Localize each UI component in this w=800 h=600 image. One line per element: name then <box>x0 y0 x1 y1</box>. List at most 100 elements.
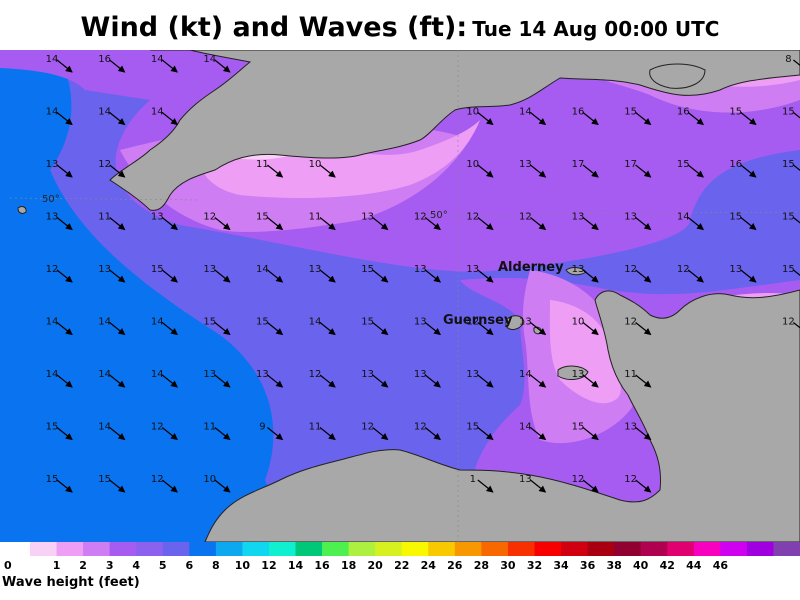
wind-arrow <box>740 217 757 231</box>
wind-arrow <box>793 112 800 119</box>
wind-speed-label: 17 <box>572 159 585 170</box>
wind-speed-label: 13 <box>203 369 216 380</box>
wind-station: 13 <box>466 369 494 388</box>
wind-speed-label: 14 <box>98 317 111 328</box>
wind-speed-label: 12 <box>414 212 427 223</box>
wind-speed-label: 11 <box>98 212 111 223</box>
wind-station: 16 <box>572 107 599 126</box>
wind-speed-label: 11 <box>203 422 216 433</box>
wind-stations: 14 16 14 14 8 14 14 14 10 14 16 15 16 15 15 13 12 11 10 10 1… <box>46 54 800 493</box>
wind-speed-label: 15 <box>466 422 479 433</box>
wind-station: 12 <box>782 317 800 329</box>
wind-station: 13 <box>98 264 126 283</box>
wind-station: 14 <box>309 317 336 336</box>
wind-arrow <box>582 322 599 336</box>
legend-swatch <box>30 542 58 556</box>
wind-arrow <box>740 112 757 126</box>
wind-speed-label: 11 <box>309 422 322 433</box>
wind-speed-label: 10 <box>572 317 585 328</box>
wind-speed-label: 15 <box>256 317 269 328</box>
wind-speed-label: 17 <box>624 159 637 170</box>
wind-arrow <box>635 217 652 231</box>
legend-swatch <box>507 542 535 556</box>
legend-swatch <box>614 542 642 556</box>
legend-tick-label: 3 <box>106 559 114 572</box>
wind-station: 13 <box>414 264 441 283</box>
wind-arrow <box>214 479 231 493</box>
wind-station: 11 <box>309 212 336 231</box>
wind-speed-label: 13 <box>98 264 111 275</box>
wind-speed-label: 13 <box>624 422 637 433</box>
legend-tick-label: 30 <box>500 559 516 572</box>
wind-speed-label: 14 <box>519 107 532 118</box>
wind-station: 13 <box>151 212 178 231</box>
wind-station: 15 <box>729 107 757 126</box>
wind-arrow <box>687 164 704 178</box>
lat-label-west: 50° <box>42 194 60 205</box>
wind-speed-label: 13 <box>203 264 216 275</box>
wind-station: 15 <box>782 212 800 224</box>
legend-tick-label: 34 <box>553 559 569 572</box>
wind-speed-label: 1 <box>470 474 476 485</box>
legend-swatch <box>215 542 243 556</box>
wind-arrow <box>530 217 547 231</box>
legend-tick-label: 38 <box>606 559 621 572</box>
wind-station: 12 <box>98 159 126 178</box>
wind-arrow <box>530 374 547 388</box>
wind-arrow <box>477 164 494 178</box>
wind-speed-label: 13 <box>572 369 585 380</box>
wind-arrow <box>109 479 126 493</box>
wind-station: 12 <box>677 264 704 283</box>
wind-arrow <box>372 427 389 441</box>
wind-speed-label: 12 <box>98 159 111 170</box>
legend-tick-label: 2 <box>79 559 87 572</box>
wind-speed-label: 15 <box>256 212 269 223</box>
wind-speed-label: 8 <box>785 54 791 65</box>
wind-station: 17 <box>572 159 599 178</box>
wind-station: 13 <box>203 369 231 388</box>
legend-swatch <box>268 542 297 556</box>
wind-station: 12 <box>309 369 336 388</box>
legend-title: Wave height (feet) <box>2 575 140 590</box>
wind-station: 15 <box>361 264 389 283</box>
legend-swatch <box>587 542 615 556</box>
wind-speed-label: 13 <box>466 264 479 275</box>
wind-speed-label: 15 <box>46 474 59 485</box>
legend-tick-label: 1 <box>53 559 61 572</box>
wind-station: 12 <box>151 474 178 493</box>
wind-station: 15 <box>466 422 494 441</box>
wind-station: 16 <box>729 159 757 178</box>
wind-arrow <box>793 269 800 277</box>
wind-arrow <box>477 374 494 388</box>
wind-arrow <box>319 427 336 441</box>
wind-station: 14 <box>46 54 73 73</box>
title-datetime: Tue 14 Aug 00:00 UTC <box>472 17 720 41</box>
wind-arrow <box>56 427 73 441</box>
wind-speed-label: 13 <box>309 264 322 275</box>
wind-speed-label: 12 <box>361 422 374 433</box>
legend-tick-label: 28 <box>474 559 489 572</box>
wind-station: 13 <box>414 369 441 388</box>
wind-arrow <box>56 374 73 388</box>
wind-arrow <box>372 322 389 336</box>
wind-station: 14 <box>203 54 231 73</box>
wind-station: 15 <box>572 422 599 441</box>
wind-station: 11 <box>309 422 336 441</box>
wind-station: 12 <box>414 212 441 231</box>
wind-arrow <box>582 112 599 126</box>
wind-station: 14 <box>519 369 547 388</box>
legend-tick-label: 12 <box>261 559 276 572</box>
wind-arrow <box>635 479 652 493</box>
legend-swatch <box>720 542 748 556</box>
wind-arrow <box>530 164 547 178</box>
wind-arrow <box>267 374 284 388</box>
wave-map[interactable]: 50° 50° Alderney Guernsey 14 16 14 14 814 14 1… <box>0 50 800 542</box>
wind-speed-label: 11 <box>256 159 269 170</box>
wind-arrow <box>424 374 441 388</box>
wind-arrow <box>687 269 704 283</box>
wind-station: 15 <box>46 474 73 493</box>
wind-speed-label: 14 <box>309 317 322 328</box>
wind-arrow <box>530 479 547 493</box>
legend-swatch <box>56 542 84 556</box>
wind-arrow <box>635 269 652 283</box>
